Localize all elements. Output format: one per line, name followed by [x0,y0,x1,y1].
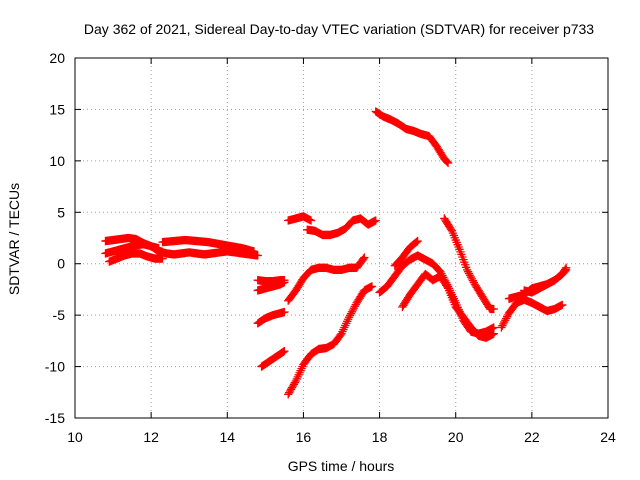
series-arc6 [253,278,289,295]
x-tick-label: 20 [448,429,464,445]
data-point [412,237,421,247]
data-point [154,244,163,253]
y-tick-label: 0 [57,256,65,272]
series-arc2 [101,233,163,253]
x-tick-label: 14 [219,429,235,445]
data-point [359,254,368,263]
series-arc11 [284,212,316,225]
data-point [158,254,167,263]
x-tick-label: 16 [296,429,312,445]
data-point [280,307,289,317]
series-arc3 [105,249,167,266]
data-point [253,251,262,260]
y-tick-label: -10 [45,359,65,375]
data-point [489,329,498,338]
x-tick-label: 12 [143,429,159,445]
x-tick-label: 24 [600,429,616,445]
data-point [360,253,369,262]
data-points [101,107,571,399]
series-arc7 [253,307,289,328]
x-tick-label: 22 [524,429,540,445]
plot-frame [74,57,609,419]
grid-lines [75,58,608,418]
y-tick-label: -15 [45,410,65,426]
y-axis-label: SDTVAR / TECUs [6,183,22,295]
series-arc9 [284,253,369,305]
y-tick-label: 5 [57,204,65,220]
data-point [280,346,289,356]
y-tick-label: 15 [49,101,65,117]
x-tick-label: 18 [372,429,388,445]
series-arc16 [398,269,498,342]
data-point [443,158,453,168]
x-tick-label: 10 [67,429,83,445]
series-arc18 [497,295,567,332]
series-arc12 [303,214,380,240]
axis-ticks [74,57,609,419]
y-tick-label: -5 [53,307,66,323]
data-point [561,266,570,276]
series-arc17 [440,214,498,314]
series-arc10 [284,282,377,399]
series-arc20 [520,265,571,297]
series-arc4 [158,235,259,256]
data-point [442,157,452,167]
data-point [489,304,498,314]
data-point [561,265,571,275]
y-tick-label: 20 [49,50,65,66]
series-arc19 [504,263,571,303]
data-point [558,300,567,310]
series-arc8 [257,346,289,371]
chart-title: Day 362 of 2021, Sidereal Day-to-day VTE… [84,21,594,37]
series-arc15 [390,236,422,270]
data-point [306,216,316,225]
series-arc13 [371,107,453,168]
x-axis-label: GPS time / hours [288,458,395,474]
data-point [249,247,259,256]
data-point [367,282,377,291]
data-point [280,278,289,287]
data-point [413,236,422,246]
y-tick-label: 10 [49,153,65,169]
tick-labels: 10 12 14 16 18 20 22 24 -15 -10 -5 0 5 10 15 20 [45,50,616,445]
data-point [371,216,380,225]
